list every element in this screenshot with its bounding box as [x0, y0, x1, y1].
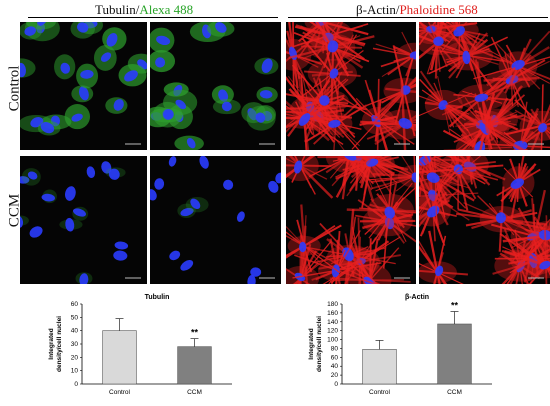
y-tick-label: 140	[327, 319, 338, 326]
micrograph-ccm-actin-2	[419, 156, 550, 284]
y-tick-label: 30	[71, 341, 79, 348]
y-tick-label: 60	[71, 301, 79, 308]
bar-control	[362, 349, 397, 385]
bar-control	[102, 330, 137, 385]
actin-label: β-Actin/	[356, 2, 400, 17]
micrograph-ccm-tubulin-1	[20, 156, 147, 284]
micrograph-ccm-tubulin-2	[150, 156, 281, 284]
y-tick-label: 0	[334, 381, 338, 388]
y-axis-label: Integrateddensity/cell nuclei	[48, 316, 63, 372]
y-tick-label: 10	[71, 368, 79, 375]
header-tubulin: Tubulin/Alexa 488	[95, 2, 193, 18]
significance-marker: **	[451, 301, 459, 311]
chart-title: Tubulin	[145, 294, 170, 301]
y-tick-label: 40	[71, 328, 79, 335]
y-tick-label: 50	[71, 314, 79, 321]
y-tick-label: 100	[327, 337, 338, 344]
actin-bar-chart: β-Actin Integrateddensity/cell nuclei 0 20 4…	[300, 290, 520, 404]
micrograph-control-actin-1	[286, 22, 416, 150]
y-tick-label: 20	[71, 354, 79, 361]
tubulin-label: Tubulin/	[95, 2, 140, 17]
alexa-488-label: Alexa 488	[139, 2, 194, 17]
micrograph-ccm-actin-1	[286, 156, 416, 284]
header-actin: β-Actin/Phaloidine 568	[356, 2, 478, 18]
y-tick-label: 0	[74, 381, 78, 388]
header-rule-left	[28, 17, 278, 18]
x-tick-label: CCM	[187, 389, 202, 396]
phaloidine-568-label: Phaloidine 568	[399, 2, 478, 17]
bar-ccm	[437, 323, 472, 385]
x-tick-label: Control	[109, 389, 131, 396]
y-tick-label: 80	[331, 345, 339, 352]
y-tick-label: 180	[327, 301, 338, 308]
y-tick-label: 20	[331, 372, 339, 379]
micrograph-control-tubulin-2	[150, 22, 281, 150]
x-tick-label: Control	[369, 389, 391, 396]
chart-title: β-Actin	[405, 294, 429, 301]
bar-ccm	[177, 346, 212, 385]
y-axis-label: Integrateddensity/cell nuclei	[308, 316, 323, 372]
tubulin-bar-chart: Tubulin Integrateddensity/cell nuclei 0 10 2…	[40, 290, 260, 404]
significance-marker: **	[191, 328, 199, 338]
y-tick-label: 60	[331, 354, 339, 361]
micrograph-control-tubulin-1	[20, 22, 147, 150]
y-tick-label: 40	[331, 363, 339, 370]
y-tick-label: 120	[327, 328, 338, 335]
x-tick-label: CCM	[447, 389, 462, 396]
header-rule-right	[288, 17, 548, 18]
micrograph-control-actin-2	[419, 22, 550, 150]
y-tick-label: 160	[327, 310, 338, 317]
